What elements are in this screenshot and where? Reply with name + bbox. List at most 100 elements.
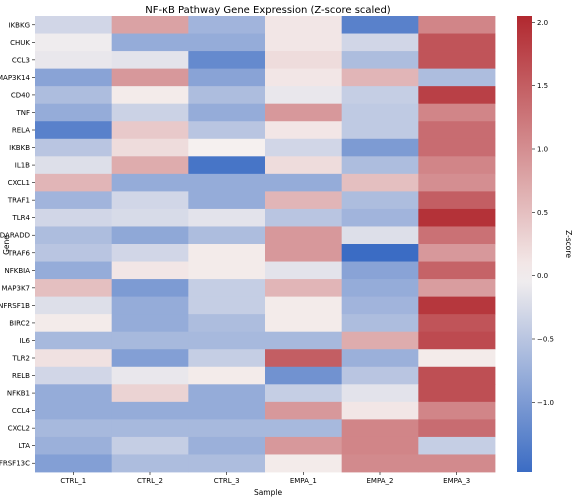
heatmap-cell xyxy=(418,138,496,157)
heatmap-cell xyxy=(418,436,496,455)
y-tick-label: CHUK xyxy=(10,39,30,47)
colorbar-tick-label: 0.0 xyxy=(537,272,548,280)
heatmap-cell xyxy=(418,419,496,438)
heatmap-cell xyxy=(111,33,189,52)
heatmap-cell xyxy=(111,86,189,105)
y-tick-label: TRAF6 xyxy=(7,249,31,257)
heatmap-cell xyxy=(35,419,113,438)
heatmap-cell xyxy=(265,366,343,385)
heatmap-cell xyxy=(341,191,419,210)
heatmap-cell xyxy=(35,33,113,52)
heatmap-cell xyxy=(188,191,266,210)
heatmap-cell xyxy=(341,208,419,227)
y-tick-label: TNFRSF1B xyxy=(0,302,30,310)
y-tick-label: IKBKB xyxy=(9,144,30,152)
heatmap-cell xyxy=(35,279,113,298)
heatmap-cell xyxy=(341,226,419,245)
heatmap-cell xyxy=(35,51,113,70)
colorbar-label: Z-score xyxy=(564,230,573,258)
heatmap-cell xyxy=(188,401,266,420)
heatmap-cell xyxy=(35,68,113,87)
heatmap-cell xyxy=(341,244,419,262)
heatmap-cell xyxy=(188,208,266,227)
heatmap-cell xyxy=(341,436,419,455)
heatmap-cell xyxy=(418,16,496,34)
heatmap-cell xyxy=(265,296,343,315)
heatmap-cell xyxy=(35,226,113,245)
heatmap-cell xyxy=(265,86,343,105)
heatmap-cell xyxy=(111,261,189,280)
heatmap-cell xyxy=(341,121,419,140)
heatmap-cell xyxy=(265,261,343,280)
x-tick-label: EMPA_3 xyxy=(443,477,470,485)
heatmap-cell xyxy=(111,454,189,473)
heatmap-cell xyxy=(341,103,419,122)
colorbar-tick-label: −0.5 xyxy=(537,336,554,344)
heatmap-cell xyxy=(418,314,496,333)
y-tick-label: NFKB1 xyxy=(7,390,30,398)
y-tick-label: LTA xyxy=(19,442,31,450)
heatmap-cell xyxy=(341,33,419,52)
heatmap-cell xyxy=(35,16,113,34)
heatmap-cell xyxy=(341,384,419,403)
heatmap-cell xyxy=(188,138,266,157)
heatmap-cell xyxy=(341,138,419,157)
heatmap-cell xyxy=(111,419,189,438)
heatmap-cell xyxy=(418,244,496,262)
heatmap-cell xyxy=(265,226,343,245)
heatmap-cell xyxy=(188,261,266,280)
y-tick-label: CXCL2 xyxy=(8,425,30,433)
colorbar-tick-label: 2.0 xyxy=(537,19,548,27)
heatmap-cell xyxy=(188,244,266,262)
y-tick-label: CXCL1 xyxy=(8,179,30,187)
heatmap-cell xyxy=(188,51,266,70)
x-tick-label: CTRL_3 xyxy=(214,477,240,485)
heatmap-cell xyxy=(111,156,189,175)
heatmap-cell xyxy=(35,296,113,315)
y-tick-label: TNFRSF13C xyxy=(0,460,30,468)
heatmap-cell xyxy=(341,51,419,70)
heatmap-cell xyxy=(35,173,113,192)
heatmap-cell xyxy=(341,173,419,192)
heatmap-cell xyxy=(35,349,113,368)
heatmap-cell xyxy=(418,366,496,385)
y-tick-label: MAP3K14 xyxy=(0,74,31,82)
heatmap-cell xyxy=(35,208,113,227)
colorbar-tick-label: 1.0 xyxy=(537,146,548,154)
colorbar-tick-label: −1.0 xyxy=(537,399,554,407)
heatmap-cell xyxy=(111,349,189,368)
x-tick-label: EMPA_1 xyxy=(290,477,317,485)
heatmap-cell xyxy=(418,173,496,192)
heatmap-cell xyxy=(111,103,189,122)
heatmap-cell xyxy=(341,86,419,105)
heatmap-cell xyxy=(35,366,113,385)
heatmap-cell xyxy=(265,401,343,420)
heatmap-cell xyxy=(418,86,496,105)
heatmap-cell xyxy=(341,419,419,438)
heatmap-cell xyxy=(35,454,113,473)
heatmap-cell xyxy=(341,349,419,368)
y-tick-label: BIRC2 xyxy=(9,319,30,327)
heatmap-cell xyxy=(418,349,496,368)
heatmap-cell xyxy=(418,261,496,280)
heatmap-cell xyxy=(111,401,189,420)
heatmap-cell xyxy=(35,86,113,105)
heatmap-cell xyxy=(111,366,189,385)
heatmap-cell xyxy=(341,68,419,87)
heatmap-cell xyxy=(418,33,496,52)
heatmap-cell xyxy=(111,296,189,315)
heatmap-cell xyxy=(265,454,343,473)
heatmap-cell xyxy=(265,331,343,350)
x-tick-label: EMPA_2 xyxy=(367,477,394,485)
heatmap-cell xyxy=(35,244,113,262)
heatmap-cell xyxy=(111,208,189,227)
heatmap-cell xyxy=(265,173,343,192)
heatmap-cell xyxy=(111,436,189,455)
heatmap-cell xyxy=(418,191,496,210)
heatmap-cell xyxy=(111,121,189,140)
heatmap-cell xyxy=(111,51,189,70)
heatmap-cell xyxy=(418,121,496,140)
y-tick-label: IL6 xyxy=(20,337,31,345)
heatmap-cell xyxy=(111,138,189,157)
heatmap-cell xyxy=(188,296,266,315)
